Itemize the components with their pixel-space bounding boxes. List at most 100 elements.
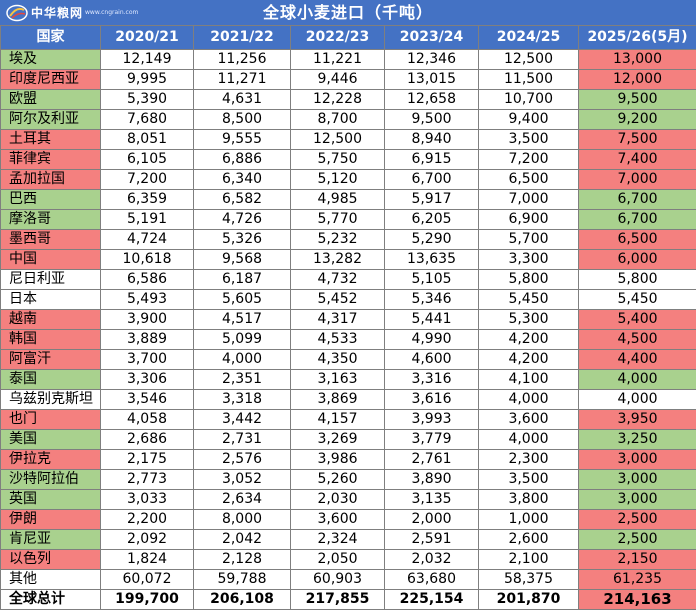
value-cell: 3,986 [290, 449, 385, 470]
value-cell: 199,700 [100, 589, 194, 610]
country-cell: 全球总计 [0, 589, 101, 610]
value-cell: 4,517 [193, 309, 291, 330]
value-cell: 9,500 [384, 109, 479, 130]
value-cell: 9,400 [478, 109, 579, 130]
value-cell: 4,200 [478, 329, 579, 350]
value-cell: 4,631 [193, 89, 291, 110]
value-cell: 5,390 [100, 89, 194, 110]
forecast-cell: 9,200 [578, 109, 696, 130]
value-cell: 2,030 [290, 489, 385, 510]
value-cell: 11,221 [290, 49, 385, 70]
country-cell: 阿尔及利亚 [0, 109, 101, 130]
value-cell: 2,200 [100, 509, 194, 530]
value-cell: 2,773 [100, 469, 194, 490]
value-cell: 217,855 [290, 589, 385, 610]
value-cell: 13,015 [384, 69, 479, 90]
value-cell: 5,750 [290, 149, 385, 170]
forecast-cell: 9,500 [578, 89, 696, 110]
table-row: 伊拉克 2,175 2,576 3,986 2,761 2,300 3,000 [0, 449, 696, 470]
forecast-cell: 7,400 [578, 149, 696, 170]
table-row: 阿富汗 3,700 4,000 4,350 4,600 4,200 4,400 [0, 349, 696, 370]
value-cell: 2,042 [193, 529, 291, 550]
value-cell: 5,326 [193, 229, 291, 250]
value-cell: 6,582 [193, 189, 291, 210]
forecast-cell: 6,000 [578, 249, 696, 270]
value-cell: 9,446 [290, 69, 385, 90]
country-cell: 阿富汗 [0, 349, 101, 370]
country-cell: 泰国 [0, 369, 101, 390]
table-row: 美国 2,686 2,731 3,269 3,779 4,000 3,250 [0, 429, 696, 450]
value-cell: 3,500 [478, 469, 579, 490]
value-cell: 5,099 [193, 329, 291, 350]
country-cell: 墨西哥 [0, 229, 101, 250]
value-cell: 5,917 [384, 189, 479, 210]
table-row: 沙特阿拉伯 2,773 3,052 5,260 3,890 3,500 3,000 [0, 469, 696, 490]
value-cell: 8,500 [193, 109, 291, 130]
table-row: 其他 60,072 59,788 60,903 63,680 58,375 61,235 [0, 569, 696, 590]
value-cell: 5,300 [478, 309, 579, 330]
value-cell: 12,149 [100, 49, 194, 70]
value-cell: 12,658 [384, 89, 479, 110]
value-cell: 11,500 [478, 69, 579, 90]
table-row: 摩洛哥 5,191 4,726 5,770 6,205 6,900 6,700 [0, 209, 696, 230]
value-cell: 11,271 [193, 69, 291, 90]
forecast-cell: 4,400 [578, 349, 696, 370]
value-cell: 5,700 [478, 229, 579, 250]
country-cell: 越南 [0, 309, 101, 330]
country-cell: 其他 [0, 569, 101, 590]
value-cell: 12,228 [290, 89, 385, 110]
header-country: 国家 [0, 25, 101, 50]
value-cell: 4,000 [478, 429, 579, 450]
country-cell: 巴西 [0, 189, 101, 210]
value-cell: 3,616 [384, 389, 479, 410]
value-cell: 5,441 [384, 309, 479, 330]
table-row: 日本 5,493 5,605 5,452 5,346 5,450 5,450 [0, 289, 696, 310]
value-cell: 8,940 [384, 129, 479, 150]
country-cell: 英国 [0, 489, 101, 510]
value-cell: 1,824 [100, 549, 194, 570]
value-cell: 9,995 [100, 69, 194, 90]
value-cell: 5,191 [100, 209, 194, 230]
header-year: 2023/24 [384, 25, 479, 50]
value-cell: 13,635 [384, 249, 479, 270]
forecast-cell: 214,163 [578, 589, 696, 610]
header-row: 国家 2020/21 2021/22 2022/23 2023/24 2024/… [0, 25, 696, 50]
table-row: 越南 3,900 4,517 4,317 5,441 5,300 5,400 [0, 309, 696, 330]
country-cell: 伊朗 [0, 509, 101, 530]
table-row: 泰国 3,306 2,351 3,163 3,316 4,100 4,000 [0, 369, 696, 390]
value-cell: 3,135 [384, 489, 479, 510]
country-cell: 也门 [0, 409, 101, 430]
logo-mark-icon [6, 4, 28, 22]
value-cell: 3,900 [100, 309, 194, 330]
country-cell: 日本 [0, 289, 101, 310]
logo-url: www.cngrain.com [85, 9, 139, 16]
table-row: 巴西 6,359 6,582 4,985 5,917 7,000 6,700 [0, 189, 696, 210]
header-year: 2021/22 [193, 25, 291, 50]
value-cell: 4,100 [478, 369, 579, 390]
value-cell: 9,555 [193, 129, 291, 150]
value-cell: 3,779 [384, 429, 479, 450]
value-cell: 2,351 [193, 369, 291, 390]
value-cell: 4,000 [478, 389, 579, 410]
value-cell: 2,000 [384, 509, 479, 530]
import-table: 国家 2020/21 2021/22 2022/23 2023/24 2024/… [0, 25, 696, 610]
value-cell: 5,260 [290, 469, 385, 490]
country-cell: 菲律宾 [0, 149, 101, 170]
value-cell: 2,591 [384, 529, 479, 550]
table-row: 菲律宾 6,105 6,886 5,750 6,915 7,200 7,400 [0, 149, 696, 170]
value-cell: 5,493 [100, 289, 194, 310]
value-cell: 6,187 [193, 269, 291, 290]
value-cell: 9,568 [193, 249, 291, 270]
header-year: 2022/23 [290, 25, 385, 50]
country-cell: 中国 [0, 249, 101, 270]
value-cell: 3,033 [100, 489, 194, 510]
value-cell: 4,533 [290, 329, 385, 350]
header-year: 2024/25 [478, 25, 579, 50]
country-cell: 肯尼亚 [0, 529, 101, 550]
value-cell: 2,032 [384, 549, 479, 570]
table-row: 土耳其 8,051 9,555 12,500 8,940 3,500 7,500 [0, 129, 696, 150]
value-cell: 3,800 [478, 489, 579, 510]
table-row: 尼日利亚 6,586 6,187 4,732 5,105 5,800 5,800 [0, 269, 696, 290]
country-cell: 孟加拉国 [0, 169, 101, 190]
value-cell: 6,586 [100, 269, 194, 290]
